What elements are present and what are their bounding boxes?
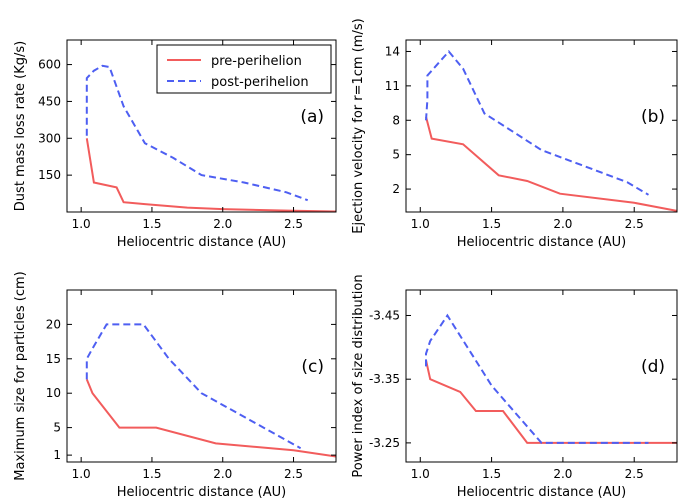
y-tick-label: -3.35 [369,372,400,386]
axes-frame [405,39,678,213]
y-tick-label: -3.25 [369,436,400,450]
x-tick-label: 1.0 [411,467,430,481]
y-axis-label: Power index of size distribution [351,274,366,477]
y-tick-label: 300 [38,131,61,145]
x-tick-label: 2.5 [625,217,644,231]
panel-label: (a) [300,107,324,127]
pre-perihelion-line [85,138,336,212]
y-tick-label: 450 [38,94,61,108]
legend-entry: pre-perihelion [211,54,302,69]
panel-label: (d) [641,357,665,377]
panel-a: 1.0 1.5 2.0 2.5 150 300 450 600 Heliocentric dis… [13,39,337,250]
x-axis-label: Heliocentric distance (AU) [457,485,626,499]
x-tick-label: 1.0 [72,467,91,481]
x-axis-label: Heliocentric distance (AU) [457,235,626,250]
legend-box [156,44,332,94]
x-tick-label: 1.5 [142,217,161,231]
y-tick-label: 2 [392,182,400,196]
panel-label: (b) [641,107,665,127]
x-tick-label: 1.0 [411,217,430,231]
x-axis-label: Heliocentric distance (AU) [117,485,286,499]
x-tick-label: 2.5 [625,467,644,481]
x-tick-label: 1.5 [482,467,501,481]
legend-entry: post-perihelion [211,75,309,90]
y-axis-label: Ejection velocity for r=1cm (m/s) [351,18,366,233]
y-tick-label: 14 [385,44,400,58]
y-tick-label: 600 [38,58,61,72]
axes-frame [405,289,678,463]
y-tick-label: 10 [46,386,61,400]
x-tick-label: 1.5 [142,467,161,481]
axes-frame [66,289,337,463]
y-tick-label: 15 [46,352,61,366]
x-tick-label: 1.5 [482,217,501,231]
x-tick-label: 2.5 [284,217,303,231]
x-axis-label: Heliocentric distance (AU) [117,235,286,250]
y-tick-label: 1 [53,448,61,462]
x-tick-label: 2.0 [213,467,232,481]
y-tick-label: 11 [385,79,400,93]
panel-b: 1.0 1.5 2.0 2.5 2 5 8 11 14 Heliocentric distance… [351,18,678,250]
pre-perihelion-line [85,379,336,458]
post-perihelion-line [85,64,309,202]
x-tick-label: 2.5 [284,467,303,481]
x-tick-label: 1.0 [72,217,91,231]
panel-label: (c) [301,357,324,377]
legend: pre-perihelion post-perihelion [156,44,332,94]
panel-d: 1.0 1.5 2.0 2.5 -3.25 -3.35 -3.45 Heliocentric … [351,274,678,499]
x-tick-label: 2.0 [553,217,572,231]
pre-perihelion-line [425,359,677,444]
y-tick-label: 5 [392,148,400,162]
post-perihelion-line [425,313,649,444]
y-tick-label: 20 [46,317,61,331]
y-axis-label: Maximum size for particles (cm) [13,271,28,480]
post-perihelion-line [85,323,302,450]
post-perihelion-line [425,49,650,196]
y-tick-label: -3.45 [369,308,400,322]
x-tick-label: 2.0 [553,467,572,481]
axes-frame [66,39,337,213]
x-tick-label: 2.0 [213,217,232,231]
y-tick-label: 8 [392,113,400,127]
pre-perihelion-line [425,116,677,212]
y-tick-label: 150 [38,168,61,182]
y-axis-label: Dust mass loss rate (Kg/s) [13,41,28,211]
y-tick-label: 5 [53,421,61,435]
